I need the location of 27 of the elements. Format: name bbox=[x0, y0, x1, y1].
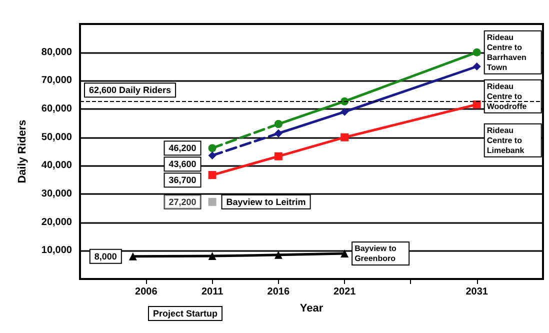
x-tick-label: 2021 bbox=[333, 286, 356, 298]
y-axis-title: Daily Riders bbox=[16, 120, 28, 184]
x-axis-title: Year bbox=[300, 302, 324, 314]
series-label: Rideau Centre to Woodroffe bbox=[486, 82, 528, 111]
y-tick-label: 10,000 bbox=[41, 245, 72, 256]
data-label: 8,000 bbox=[94, 251, 117, 262]
ref-line-label: 62,600 Daily Riders bbox=[89, 85, 172, 96]
y-tick-label: 50,000 bbox=[41, 132, 72, 143]
series-label: Rideau Centre to Barrhaven Town bbox=[486, 32, 529, 72]
y-tick-label: 80,000 bbox=[41, 46, 72, 58]
x-tick-label: 2031 bbox=[466, 286, 488, 298]
text: Rideau Centre to Limebank bbox=[486, 126, 525, 155]
y-tick-label: 20,000 bbox=[41, 216, 72, 228]
y-tick-label: 60,000 bbox=[41, 104, 72, 114]
y-tick-label: 40,000 bbox=[41, 160, 72, 172]
series-label: Bayview to Leitrim bbox=[226, 196, 306, 207]
y-tick-label: 70,000 bbox=[41, 75, 72, 86]
y-tick-label: 30,000 bbox=[41, 188, 72, 200]
text: Project Startup bbox=[153, 308, 218, 318]
data-label: 43,600 bbox=[168, 159, 196, 170]
x-tick-label: 2011 bbox=[201, 286, 224, 298]
data-label: 36,700 bbox=[168, 175, 196, 186]
data-label: 46,200 bbox=[168, 143, 196, 154]
data-label: 27,200 bbox=[168, 196, 196, 207]
x-tick-label: 2006 bbox=[135, 286, 158, 298]
series-label: Bayview to Greenboro bbox=[354, 244, 399, 263]
x-tick-label: 2016 bbox=[267, 286, 290, 298]
